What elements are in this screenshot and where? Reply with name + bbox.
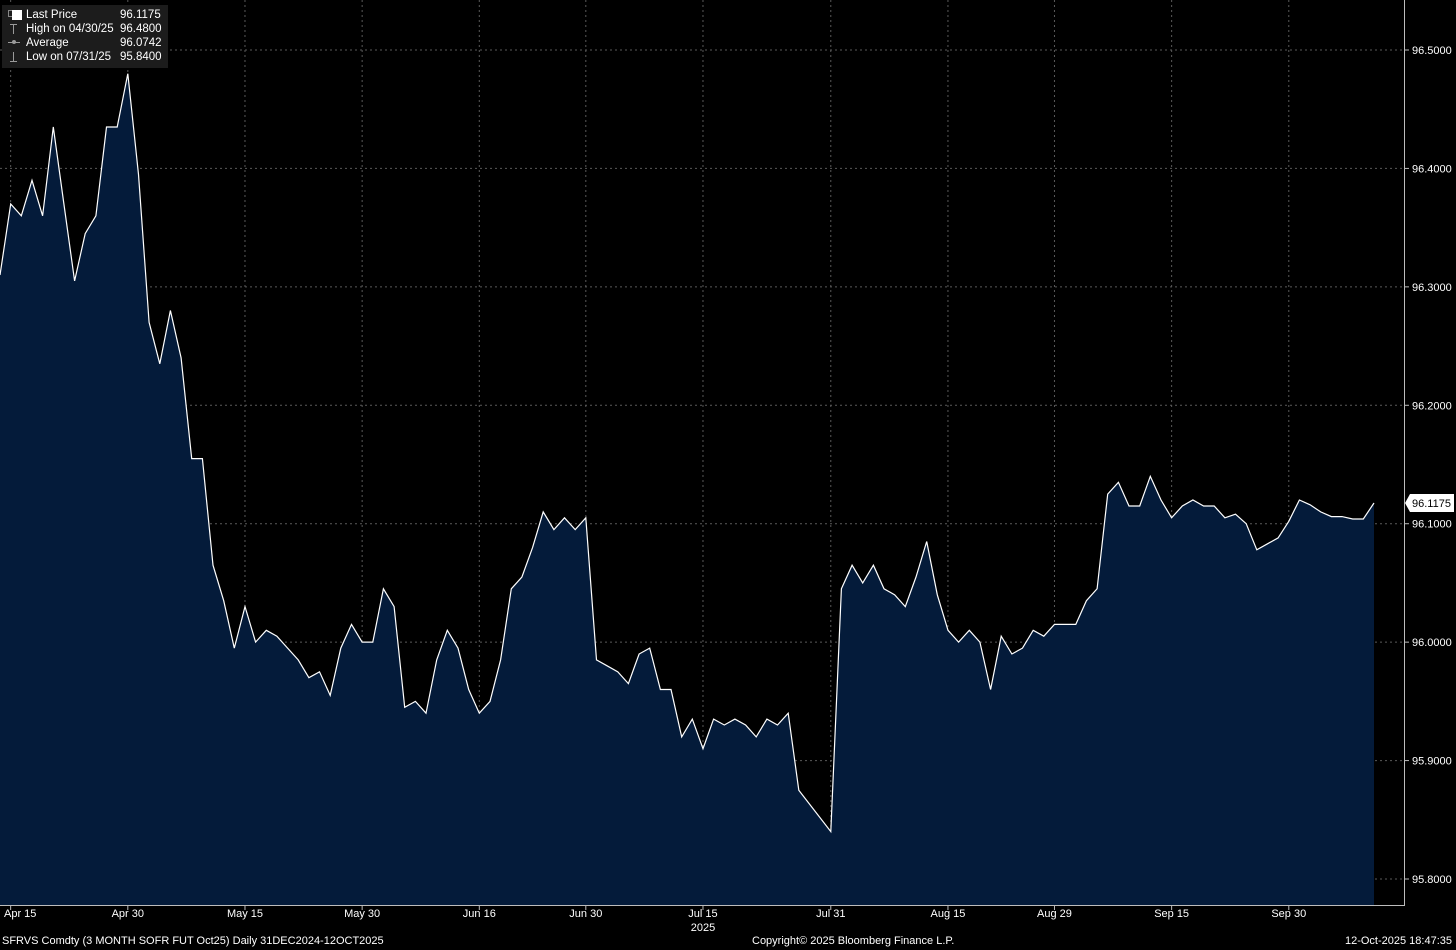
y-tick-label: 96.1000 — [1412, 519, 1452, 531]
white-square-icon — [8, 9, 22, 21]
last-price-tag: 96.1175 — [1405, 493, 1454, 512]
low-marker-icon — [8, 51, 20, 63]
y-tick-label: 96.5000 — [1412, 45, 1452, 57]
y-tick-label: 96.0000 — [1412, 637, 1452, 649]
legend-value: 96.1175 — [120, 9, 161, 21]
x-tick-label: Aug 29 — [1037, 908, 1072, 920]
legend: Last Price 96.1175 High on 04/30/25 96.4… — [2, 5, 168, 68]
legend-item-high: High on 04/30/25 96.4800 — [6, 22, 162, 36]
legend-value: 95.8400 — [120, 51, 162, 63]
x-tick-label: Jun 16 — [463, 908, 496, 920]
last-price-tag-shape — [1405, 493, 1454, 512]
y-tick-label: 95.8000 — [1412, 874, 1452, 886]
legend-item-low: Low on 07/31/25 95.8400 — [6, 50, 162, 64]
price-line — [0, 73, 1375, 834]
high-marker-icon — [8, 23, 20, 35]
y-axis: 96.5000 96.4000 96.3000 96.2000 96.1000 96.00… — [1404, 45, 1452, 886]
legend-value: 96.4800 — [120, 23, 162, 35]
last-price-tag-value: 96.1175 — [1412, 498, 1451, 510]
y-tick-label: 95.9000 — [1412, 756, 1452, 768]
y-tick-label: 96.2000 — [1412, 400, 1452, 412]
footer-timestamp: 12-Oct-2025 18:47:35 — [1344, 935, 1452, 947]
x-tick-label: Jul 31 — [816, 908, 845, 920]
y-tick-label: 96.3000 — [1412, 282, 1452, 294]
x-tick-label: Apr 15 — [4, 908, 36, 920]
legend-item-average: Average 96.0742 — [6, 36, 162, 50]
x-tick-label: Sep 15 — [1154, 908, 1189, 920]
legend-label: Average — [26, 37, 69, 49]
x-tick-label: Sep 30 — [1271, 908, 1306, 920]
legend-label: Last Price — [26, 9, 78, 21]
legend-value: 96.0742 — [120, 37, 162, 49]
legend-label: High on 04/30/25 — [26, 23, 114, 35]
x-tick-label: Apr 30 — [112, 908, 144, 920]
x-tick-label: Jul 15 — [688, 908, 717, 920]
x-axis: Apr 15 Apr 30 May 15 May 30 Jun 16 Jun 30 Jul … — [4, 905, 1306, 934]
legend-item-last-price: Last Price 96.1175 — [6, 8, 162, 22]
x-tick-label: May 30 — [344, 908, 380, 920]
legend-label: Low on 07/31/25 — [26, 51, 112, 63]
x-tick-label: Aug 15 — [931, 908, 966, 920]
x-year-label: 2025 — [691, 922, 715, 934]
footer-security-description: SFRVS Comdty (3 MONTH SOFR FUT Oct25) Da… — [2, 935, 384, 947]
x-tick-label: Jun 30 — [569, 908, 602, 920]
price-area-fill — [0, 73, 1374, 905]
footer-copyright: Copyright© 2025 Bloomberg Finance L.P. — [752, 935, 955, 947]
average-line-icon — [8, 37, 20, 49]
x-tick-label: May 15 — [227, 908, 263, 920]
y-tick-label: 96.4000 — [1412, 163, 1452, 175]
